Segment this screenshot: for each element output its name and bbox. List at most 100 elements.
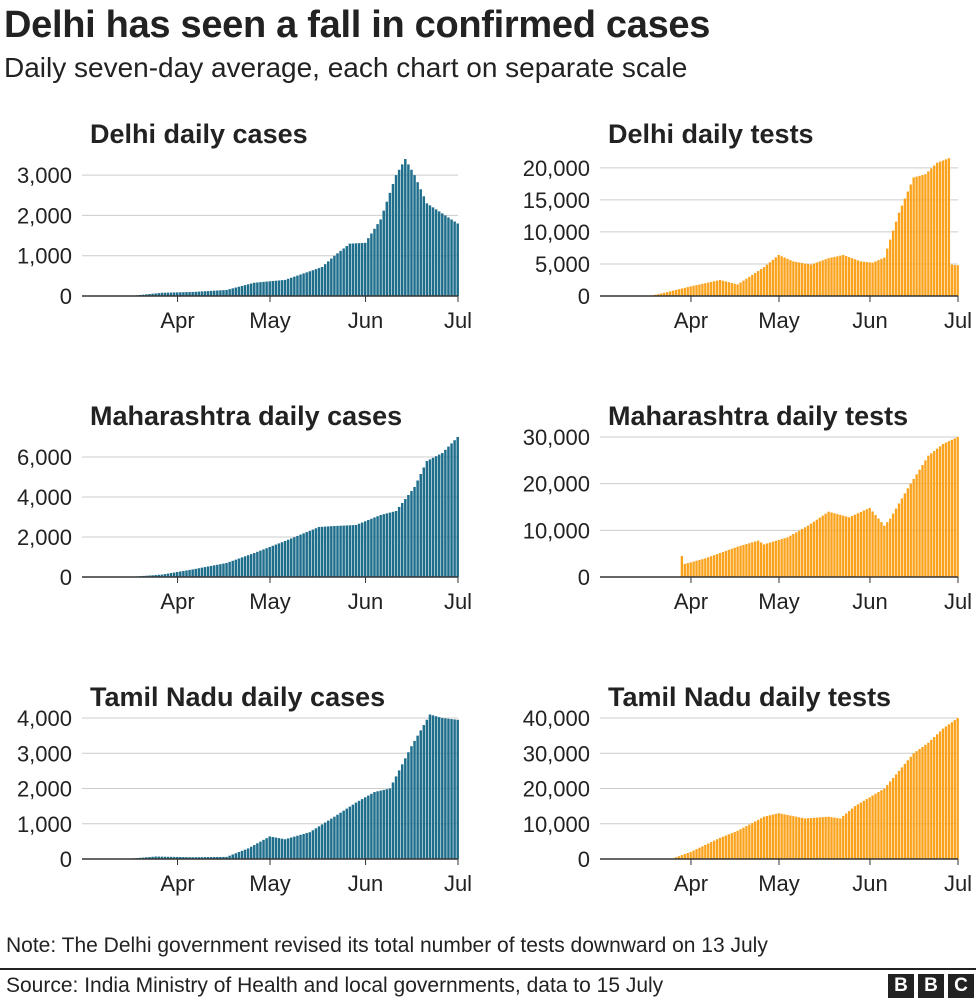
bar — [188, 857, 191, 859]
bar — [286, 838, 290, 859]
bar — [163, 856, 167, 859]
bar — [721, 280, 725, 296]
bar — [715, 554, 719, 577]
bar — [342, 525, 345, 577]
bar — [950, 722, 953, 859]
x-tick-label: Jul — [944, 589, 972, 614]
bar — [824, 816, 827, 859]
bar — [179, 292, 182, 296]
bar — [274, 544, 278, 577]
bar — [154, 293, 157, 296]
bar — [360, 242, 364, 296]
bar — [228, 561, 231, 577]
bar — [865, 799, 868, 859]
bar — [947, 724, 951, 859]
bar — [903, 493, 907, 577]
bar — [154, 575, 157, 577]
bar — [280, 280, 284, 296]
bar — [836, 818, 839, 859]
bar — [450, 219, 453, 296]
bar — [151, 575, 154, 577]
bar — [314, 269, 318, 296]
bar — [783, 814, 786, 859]
bar — [830, 257, 833, 296]
bar — [299, 534, 302, 577]
bar — [930, 453, 933, 577]
chart-panel-tamil-nadu-tests: Tamil Nadu daily tests 0 10,000 20,000 30,00… — [523, 682, 972, 896]
bar — [801, 817, 804, 860]
bar — [293, 276, 296, 296]
bar — [379, 515, 382, 577]
bar — [200, 567, 204, 577]
bar — [234, 853, 238, 859]
chart-panel-delhi-tests: Delhi daily tests 0 5,000 10,000 15,000 20,00… — [523, 119, 972, 333]
x-tick-label: May — [758, 589, 800, 614]
bar — [915, 474, 918, 577]
bar — [385, 201, 389, 296]
bar — [836, 256, 839, 296]
x-tick-label: May — [249, 308, 291, 333]
bar — [762, 816, 766, 859]
bbc-logo-letter: C — [948, 974, 974, 998]
y-tick-label: 5,000 — [535, 252, 590, 277]
x-tick-label: Jun — [348, 308, 383, 333]
bar — [416, 735, 419, 860]
bar — [850, 515, 854, 577]
bar — [259, 841, 262, 859]
bar — [222, 856, 225, 859]
bar — [419, 730, 422, 859]
bar — [956, 265, 959, 296]
bar — [777, 539, 780, 577]
bar — [240, 285, 244, 296]
bar — [859, 802, 863, 859]
bar — [715, 280, 719, 296]
bar — [792, 261, 795, 296]
bar — [305, 532, 308, 577]
bar — [425, 719, 429, 859]
bar — [333, 255, 336, 296]
bar — [774, 257, 777, 296]
bar — [733, 283, 736, 296]
bar — [748, 824, 751, 859]
bar — [222, 290, 225, 296]
bar — [677, 856, 681, 859]
bbc-logo: B B C — [888, 974, 974, 998]
bar — [394, 175, 398, 296]
bar — [774, 540, 777, 577]
bar — [909, 756, 912, 859]
bar — [707, 557, 710, 577]
bbc-logo-letter: B — [918, 974, 944, 998]
bar — [754, 821, 757, 859]
bar — [930, 168, 933, 296]
chart-panel-tamil-nadu-cases: Tamil Nadu daily cases 0 1,000 2,000 3,000 4,… — [17, 682, 472, 896]
bar — [145, 857, 148, 859]
bar — [880, 522, 883, 577]
bar — [222, 563, 225, 577]
bar — [456, 719, 459, 859]
bar — [194, 291, 197, 296]
bar — [416, 182, 419, 296]
bar — [938, 161, 942, 296]
bar — [827, 511, 830, 577]
bar — [397, 507, 401, 577]
bar — [933, 165, 936, 296]
bar — [909, 483, 912, 577]
bar — [701, 846, 704, 859]
bar — [821, 260, 824, 296]
bar — [450, 719, 453, 859]
bar — [441, 718, 444, 859]
bar — [792, 816, 795, 859]
bar — [871, 262, 874, 296]
bar — [237, 852, 241, 859]
bar — [818, 517, 821, 577]
bar — [927, 455, 930, 577]
bar — [751, 274, 754, 296]
chart-title: Tamil Nadu daily cases — [90, 682, 385, 712]
bar — [370, 793, 373, 859]
bar — [736, 546, 739, 577]
bar — [330, 258, 333, 296]
bar — [704, 844, 707, 859]
y-tick-label: 0 — [60, 284, 72, 309]
bar — [367, 520, 370, 577]
bar — [148, 857, 151, 859]
